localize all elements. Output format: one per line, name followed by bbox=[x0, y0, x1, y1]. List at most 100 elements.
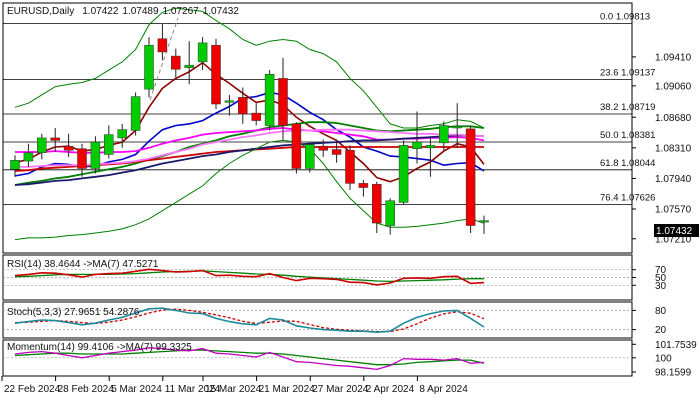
overlay-line bbox=[14, 7, 485, 129]
panel-tick-label: 100 bbox=[655, 353, 672, 364]
candle-body bbox=[117, 129, 127, 139]
price-tick-label: 1.09410 bbox=[655, 52, 692, 63]
stochastic-panel: 80 20 bbox=[3, 306, 667, 336]
candle bbox=[465, 125, 476, 233]
candle-body bbox=[104, 134, 114, 155]
panel-tick-label: 70 bbox=[655, 265, 667, 276]
candle bbox=[50, 128, 60, 152]
fib-level-label: 38.2 1.08719 bbox=[600, 102, 655, 113]
rsi-label: RSI(14) 38.4644 ->MA(7) 47.5271 bbox=[7, 259, 159, 270]
candle-body bbox=[144, 45, 154, 90]
price-tick-label: 1.08310 bbox=[655, 143, 692, 154]
candle-body bbox=[197, 42, 208, 63]
candle bbox=[130, 92, 141, 136]
candle-body bbox=[412, 141, 422, 149]
fib-level-label: 50.0 1.08381 bbox=[600, 130, 655, 141]
candle-body bbox=[372, 183, 382, 224]
candle bbox=[398, 140, 409, 205]
candle bbox=[197, 37, 208, 71]
price-tick-label: 1.08680 bbox=[655, 113, 692, 124]
panel-tick-label: 20 bbox=[655, 325, 667, 336]
overlay-line bbox=[14, 134, 485, 186]
candle-body bbox=[479, 220, 489, 223]
candle-body bbox=[211, 45, 221, 105]
fib-level-label: 61.8 1.08044 bbox=[600, 158, 655, 169]
candle bbox=[425, 137, 436, 177]
price-tick-label: 1.07210 bbox=[655, 234, 692, 245]
symbol-header: EURUSD,Daily 1.07422 1.07489 1.07267 1.07432 bbox=[7, 6, 239, 17]
momentum-line bbox=[14, 347, 485, 371]
date-label: 2 Apr 2024 bbox=[366, 384, 415, 395]
candle-body bbox=[184, 64, 194, 68]
panel-tick-label: 98.1599 bbox=[655, 367, 692, 378]
candle-body bbox=[251, 112, 261, 121]
price-tick-label: 1.09060 bbox=[655, 81, 692, 92]
price-tick-label: 1.07570 bbox=[655, 205, 692, 216]
fib-level-label: 23.6 1.09137 bbox=[600, 67, 655, 78]
candle bbox=[358, 180, 369, 197]
momentum-label: Momentum(14) 99.4106 ->MA(7) 99.3325 bbox=[7, 342, 192, 353]
candle bbox=[211, 38, 221, 109]
candle-body bbox=[157, 38, 168, 53]
candle bbox=[171, 48, 181, 78]
candle-body bbox=[305, 144, 315, 169]
candle-body bbox=[345, 150, 355, 184]
trendline bbox=[149, 17, 179, 101]
date-label: 28 Feb 2024 bbox=[58, 384, 115, 395]
candle bbox=[90, 136, 101, 174]
date-label: 15 Mar 2024 bbox=[205, 384, 262, 395]
candle-body bbox=[425, 145, 436, 149]
candle-body bbox=[90, 141, 101, 169]
candle bbox=[305, 142, 315, 173]
candle-body bbox=[331, 149, 342, 155]
stoch-d-line bbox=[14, 308, 485, 333]
date-label: 11 Mar 2024 bbox=[165, 384, 221, 395]
candle-body bbox=[23, 152, 34, 162]
panel-tick-label: 101.7539 bbox=[655, 340, 697, 351]
candle bbox=[184, 41, 194, 85]
last-price-marker: 1.07432 bbox=[654, 224, 699, 237]
last-price-label: 1.07432 bbox=[656, 226, 693, 237]
candle bbox=[479, 215, 489, 234]
candle bbox=[318, 139, 328, 157]
fib-level-label: 0.0 1.09813 bbox=[600, 12, 650, 23]
candle-body bbox=[291, 123, 302, 169]
fib-level-label: 76.4 1.07626 bbox=[600, 192, 655, 203]
candle bbox=[157, 23, 168, 61]
candle bbox=[412, 111, 422, 164]
candle-body bbox=[318, 145, 328, 151]
candle bbox=[10, 155, 20, 177]
date-label: 22 Feb 2024 bbox=[4, 384, 61, 395]
candle-body bbox=[238, 97, 248, 115]
candle-body bbox=[465, 128, 476, 226]
candle bbox=[439, 121, 449, 151]
candle-body bbox=[358, 183, 369, 188]
price-candles bbox=[10, 23, 489, 235]
date-label: 21 Mar 2024 bbox=[259, 384, 316, 395]
momentum-ma-line bbox=[14, 349, 485, 366]
candle-body bbox=[63, 145, 74, 151]
panel-tick-label: 80 bbox=[655, 306, 667, 317]
candle bbox=[291, 122, 302, 174]
candle bbox=[117, 123, 127, 148]
candle-body bbox=[264, 74, 275, 126]
overlay-line bbox=[14, 139, 485, 241]
stoch-label: Stoch(5,3,3) 27.9651 54.2876 bbox=[7, 307, 140, 318]
main-panel-frame bbox=[2, 2, 633, 254]
candle bbox=[331, 142, 342, 163]
candle bbox=[104, 125, 114, 159]
candle-body bbox=[398, 145, 409, 203]
momentum-panel: 101.7539 100 98.1599 bbox=[3, 340, 697, 378]
candle bbox=[278, 57, 288, 141]
candle bbox=[452, 103, 462, 148]
candle-body bbox=[452, 126, 462, 129]
candle bbox=[224, 94, 235, 116]
candle bbox=[37, 133, 47, 160]
date-label: 5 Mar 2024 bbox=[111, 384, 162, 395]
candle-body bbox=[224, 100, 235, 103]
date-label: 27 Mar 2024 bbox=[312, 384, 369, 395]
candle bbox=[77, 143, 87, 177]
candle bbox=[63, 133, 74, 157]
